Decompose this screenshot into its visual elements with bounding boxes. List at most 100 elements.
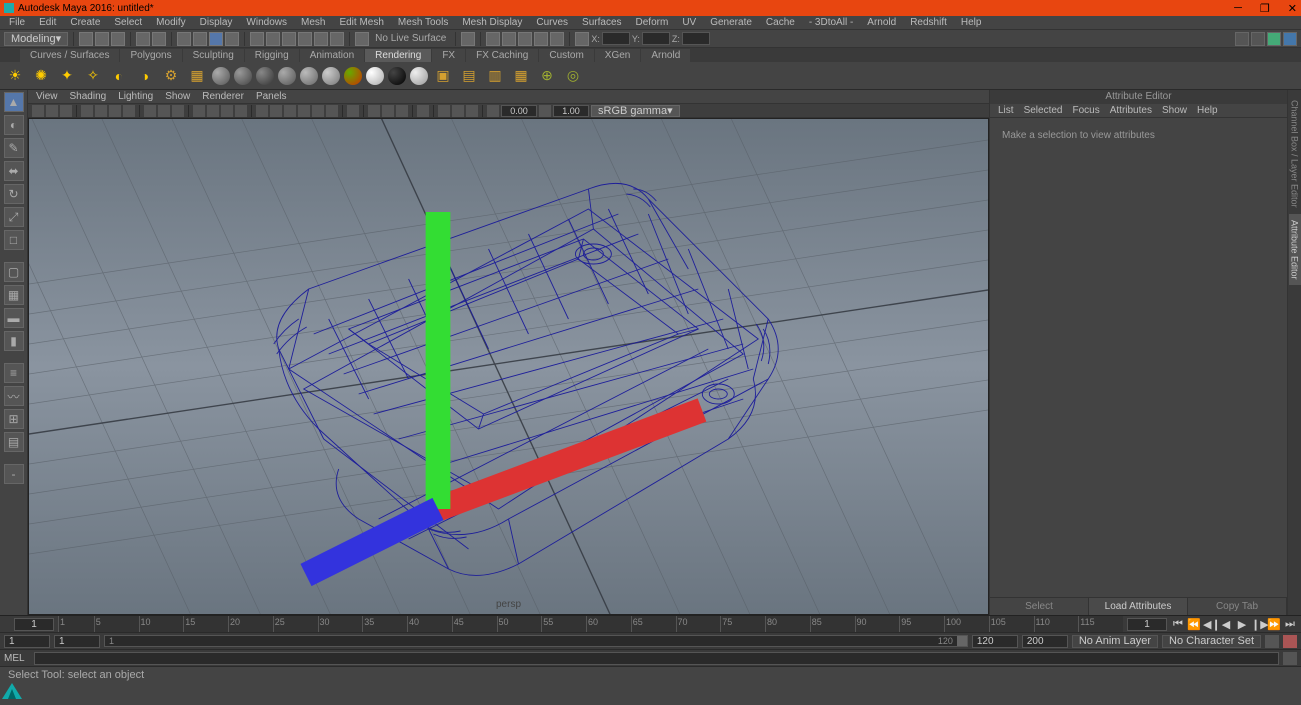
ae-load-attributes-button[interactable]: Load Attributes [1089, 598, 1188, 615]
vp-ss5-icon[interactable] [368, 105, 380, 117]
menu-uv[interactable]: UV [677, 17, 701, 28]
menu-display[interactable]: Display [195, 17, 238, 28]
render-target-icon[interactable]: ◎ [562, 65, 584, 87]
shelf-tab-fxcaching[interactable]: FX Caching [466, 49, 538, 62]
vp-ss9-icon[interactable] [438, 105, 450, 117]
play-back-button[interactable]: ◀ [1219, 618, 1233, 631]
hypergraph-icon[interactable]: ⊞ [4, 409, 24, 429]
paint-select-icon[interactable] [209, 32, 223, 46]
vp-menu-lighting[interactable]: Lighting [118, 91, 153, 102]
script-editor-icon[interactable] [1283, 652, 1297, 665]
paint-tool[interactable]: ✎ [4, 138, 24, 158]
render-icon-2[interactable] [502, 32, 516, 46]
character-set-dropdown[interactable]: No Character Set [1162, 635, 1261, 648]
material-grey6-icon[interactable] [322, 67, 340, 85]
shelf-tab-xgen[interactable]: XGen [595, 49, 641, 62]
layout-two-v[interactable]: ▮ [4, 331, 24, 351]
snap-curve-icon[interactable] [266, 32, 280, 46]
outliner-icon[interactable]: ≡ [4, 363, 24, 383]
range-end-field[interactable] [1022, 635, 1068, 648]
layout-icon-4[interactable] [1283, 32, 1297, 46]
ae-menu-list[interactable]: List [998, 105, 1014, 116]
vp-ss7-icon[interactable] [396, 105, 408, 117]
menu-help[interactable]: Help [956, 17, 987, 28]
step-fwd-button[interactable]: ❙▶ [1251, 618, 1265, 631]
move-tool[interactable]: ⬌ [4, 161, 24, 181]
command-input[interactable] [34, 652, 1279, 665]
layout-single[interactable]: ▢ [4, 262, 24, 282]
menu-generate[interactable]: Generate [705, 17, 757, 28]
vp-ss3-icon[interactable] [326, 105, 338, 117]
material-redgreen-icon[interactable] [344, 67, 362, 85]
vp-gamma-icon[interactable] [539, 105, 551, 117]
shelf-tab-arnold[interactable]: Arnold [641, 49, 690, 62]
last-tool[interactable]: □ [4, 230, 24, 250]
end-frame-field[interactable] [1127, 618, 1167, 631]
material-grey3-icon[interactable] [256, 67, 274, 85]
directional-light-icon[interactable]: ✺ [30, 65, 52, 87]
vp-camera-icon[interactable] [32, 105, 44, 117]
z-field[interactable] [682, 32, 710, 45]
range-in-field[interactable] [54, 635, 100, 648]
xyz-icon[interactable] [575, 32, 589, 46]
vp-menu-panels[interactable]: Panels [256, 91, 287, 102]
maximize-button[interactable]: ❐ [1260, 2, 1270, 15]
menu-surfaces[interactable]: Surfaces [577, 17, 626, 28]
vp-exposure-field[interactable]: 0.00 [501, 105, 537, 117]
vp-ss6-icon[interactable] [382, 105, 394, 117]
vp-ss2-icon[interactable] [312, 105, 324, 117]
prefs-icon[interactable] [1283, 635, 1297, 648]
area-light-icon[interactable]: ◐ [108, 65, 130, 87]
ae-menu-focus[interactable]: Focus [1072, 105, 1099, 116]
step-fwd-key-button[interactable]: ⏩ [1267, 618, 1281, 631]
menu-cache[interactable]: Cache [761, 17, 800, 28]
vp-ss1-icon[interactable] [298, 105, 310, 117]
graph-editor-icon[interactable]: 〰 [4, 386, 24, 406]
open-scene-icon[interactable] [95, 32, 109, 46]
vp-xray-icon[interactable] [256, 105, 268, 117]
workspace-dropdown[interactable]: Modeling▾ [4, 32, 68, 46]
menu-redshift[interactable]: Redshift [905, 17, 952, 28]
layout-icon-3[interactable] [1267, 32, 1281, 46]
snap-point-icon[interactable] [282, 32, 296, 46]
select-mode-icon[interactable] [177, 32, 191, 46]
hypershade-icon[interactable]: ▦ [186, 65, 208, 87]
vp-exposure-icon[interactable] [487, 105, 499, 117]
vp-gamma-field[interactable]: 1.00 [553, 105, 589, 117]
render-icon-1[interactable] [486, 32, 500, 46]
ae-menu-selected[interactable]: Selected [1024, 105, 1063, 116]
command-lang-label[interactable]: MEL [4, 653, 30, 664]
vp-textured-icon[interactable] [172, 105, 184, 117]
lasso-icon[interactable] [193, 32, 207, 46]
uv-editor-icon[interactable]: ▤ [4, 432, 24, 452]
right-tab-attribute-editor[interactable]: Attribute Editor [1289, 214, 1301, 286]
vp-light-icon[interactable] [193, 105, 205, 117]
material-lgrey-icon[interactable] [410, 67, 428, 85]
menu-mesh-tools[interactable]: Mesh Tools [393, 17, 453, 28]
batch-render-icon[interactable]: ▣ [432, 65, 454, 87]
layout-icon-2[interactable] [1251, 32, 1265, 46]
render-icon-4[interactable] [534, 32, 548, 46]
vp-motion-icon[interactable] [235, 105, 247, 117]
history-icon[interactable] [461, 32, 475, 46]
snap-live-icon[interactable] [314, 32, 328, 46]
ae-select-button[interactable]: Select [990, 598, 1089, 615]
vp-menu-view[interactable]: View [36, 91, 58, 102]
shelf-tab-polygons[interactable]: Polygons [120, 49, 181, 62]
select-tool[interactable]: ▲ [4, 92, 24, 112]
new-scene-icon[interactable] [79, 32, 93, 46]
vp-grid-icon[interactable] [81, 105, 93, 117]
ae-menu-attributes[interactable]: Attributes [1110, 105, 1152, 116]
rotate-tool[interactable]: ↻ [4, 184, 24, 204]
anim-layer-dropdown[interactable]: No Anim Layer [1072, 635, 1158, 648]
go-end-button[interactable]: ⏭ [1283, 618, 1297, 631]
menu-select[interactable]: Select [109, 17, 147, 28]
vp-shadow-icon[interactable] [207, 105, 219, 117]
volume-light-icon[interactable]: ◑ [134, 65, 156, 87]
vp-menu-renderer[interactable]: Renderer [202, 91, 244, 102]
material-grey5-icon[interactable] [300, 67, 318, 85]
vp-shaded-icon[interactable] [158, 105, 170, 117]
y-field[interactable] [642, 32, 670, 45]
save-scene-icon[interactable] [111, 32, 125, 46]
ae-menu-show[interactable]: Show [1162, 105, 1187, 116]
